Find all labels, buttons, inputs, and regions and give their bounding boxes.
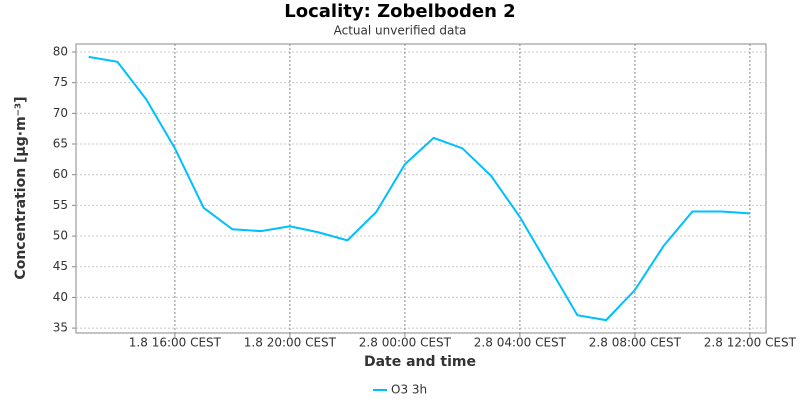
x-tick-label: 2.8 12:00 CEST [704,336,797,350]
x-axis-label: Date and time [364,354,476,370]
plot-area [75,43,767,334]
y-tick-label: 55 [53,198,68,212]
data-line [88,55,750,322]
y-tick-label: 70 [53,106,68,120]
x-tick-label: 2.8 00:00 CEST [359,336,452,350]
y-tick-label: 60 [53,167,68,181]
x-tick-label: 2.8 08:00 CEST [589,336,682,350]
x-tick-label: 1.8 16:00 CEST [129,336,222,350]
y-tick-label: 40 [53,290,68,304]
x-tick-label: 2.8 04:00 CEST [474,336,567,350]
y-tick-label: 35 [53,321,68,335]
y-tick-label: 50 [53,229,68,243]
y-tick-label: 75 [53,75,68,89]
y-tick-label: 65 [53,137,68,151]
y-tick-label: 45 [53,259,68,273]
x-tick-label: 1.8 20:00 CEST [244,336,337,350]
legend-label: O3 3h [391,383,427,397]
chart-subtitle: Actual unverified data [334,24,467,38]
y-tick-label: 80 [53,44,68,58]
y-axis-label: Concentration [µg·m⁻³] [13,96,29,279]
chart-title: Locality: Zobelboden 2 [284,1,515,22]
